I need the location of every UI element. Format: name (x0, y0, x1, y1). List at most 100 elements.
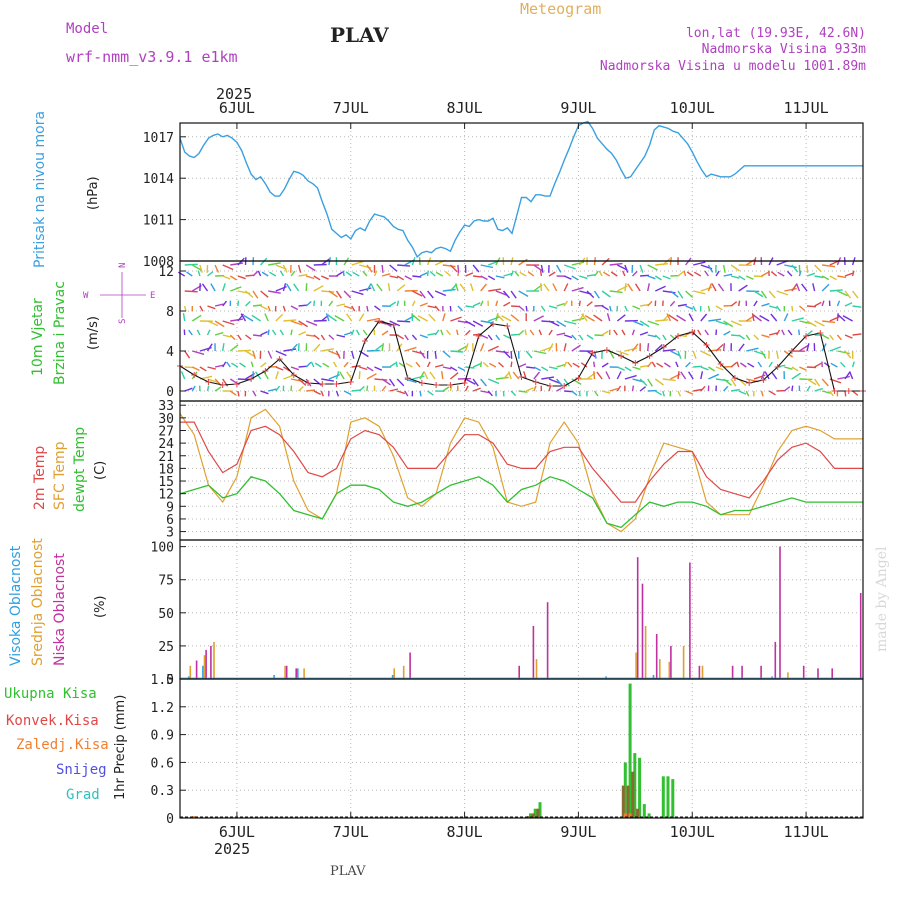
wind-arrow (829, 346, 842, 352)
wind-arrow (488, 345, 499, 352)
wind-arrow (655, 285, 666, 292)
wind-arrow (791, 305, 794, 312)
wind-arrow (837, 313, 846, 322)
wind-arrow (396, 378, 405, 387)
wind-arrow (844, 334, 853, 339)
cloud-bar (535, 659, 538, 679)
wind-arrow (381, 378, 391, 386)
wind-arrow (426, 270, 429, 277)
wind-arrow (662, 348, 676, 352)
wind-arrow (829, 334, 834, 341)
wind-speed-marker (461, 380, 468, 386)
wind-arrow (654, 334, 661, 341)
wind-arrow (632, 305, 641, 310)
wind-arrow (624, 366, 632, 372)
wind-arrow (469, 283, 474, 292)
wind-arrow (362, 329, 368, 336)
wind-arrow (730, 275, 740, 279)
wind-arrow (472, 320, 484, 327)
wind-arrow (503, 301, 511, 307)
wind-arrow (449, 264, 458, 273)
wind-arrow (275, 366, 284, 371)
y-tick-label: 30 (158, 412, 174, 427)
wind-arrow (781, 329, 785, 336)
wind-arrow (322, 362, 330, 368)
wind-arrow (770, 313, 778, 322)
wind-arrow (580, 362, 588, 368)
wind-arrow (647, 361, 653, 368)
wind-arrow (686, 271, 694, 277)
wind-arrow (685, 305, 694, 310)
top-day-label: 6JUL (219, 99, 255, 117)
wind-arrow (222, 320, 235, 326)
wind-arrow (237, 257, 245, 266)
wind-arrow (616, 314, 626, 322)
wind-arrow (571, 334, 577, 341)
wind-arrow (707, 264, 714, 273)
wind-arrow (852, 290, 859, 299)
y-tick-label: 1.5 (151, 673, 174, 688)
wind-arrow (346, 313, 353, 322)
wind-arrow (260, 390, 269, 395)
wind-arrow (210, 283, 216, 292)
wind-arrow (842, 315, 853, 322)
wind-arrow (708, 318, 722, 322)
wind-arrow (412, 290, 423, 297)
cloud-bar (532, 626, 535, 679)
mid-cloud-label: Srednja Oblacnost (30, 538, 46, 666)
wind-arrow (298, 320, 308, 328)
wind-arrow (836, 334, 842, 341)
wind-arrow (556, 364, 565, 368)
wind-arrow (429, 270, 436, 277)
wind-arrow (632, 320, 644, 326)
y-tick-label: 33 (158, 399, 174, 414)
wind-arrow (669, 290, 679, 298)
wind-arrow (852, 305, 862, 308)
wind-arrow (700, 286, 713, 292)
precip-bar (636, 808, 640, 818)
wind-speed-marker (717, 361, 724, 367)
wind-arrow (237, 390, 240, 397)
cloud-bar (655, 634, 658, 679)
wind-arrow (533, 350, 547, 355)
y-tick-label: 12 (158, 265, 174, 280)
wind-arrow (836, 300, 841, 307)
wind-speed-marker (248, 376, 255, 382)
wind-arrow (598, 270, 603, 277)
low-cloud-label: Niska Oblacnost (52, 553, 68, 666)
wind-arrow (376, 283, 383, 292)
wind-arrow (290, 329, 293, 336)
wind-arrow (571, 344, 581, 352)
wind-arrow (525, 305, 528, 312)
wind-arrow (250, 361, 254, 368)
wind-arrow (252, 334, 262, 337)
wind-arrow (419, 290, 426, 299)
wind-arrow (688, 371, 694, 380)
wind-arrow (374, 366, 383, 371)
wind-arrow (822, 390, 831, 394)
wind-arrow (770, 271, 778, 277)
wind-arrow (358, 313, 365, 322)
bottom-day-label: 10JUL (670, 823, 715, 841)
wind-arrow (624, 374, 637, 380)
cloud-bar (670, 645, 672, 679)
wind-arrow (806, 378, 817, 386)
wind-arrow (214, 386, 222, 392)
wind-arrow (508, 371, 512, 380)
bottom-day-label: 9JUL (560, 823, 596, 841)
wind-arrow (457, 345, 468, 352)
wind-arrow (593, 361, 596, 368)
wind-arrow (351, 350, 355, 359)
wind-speed-marker (376, 318, 383, 324)
wind-arrow (269, 271, 277, 277)
wind-arrow (541, 376, 555, 380)
y-tick-label: 0 (166, 385, 174, 400)
wind-arrow (355, 329, 360, 336)
wind-arrow (791, 366, 799, 372)
wind-arrow (752, 314, 762, 322)
y-tick-label: 8 (166, 305, 174, 320)
wind-arrow (593, 371, 596, 380)
wind-arrow (314, 362, 322, 368)
wind-arrow (540, 305, 546, 312)
wind-arrow (822, 320, 836, 324)
